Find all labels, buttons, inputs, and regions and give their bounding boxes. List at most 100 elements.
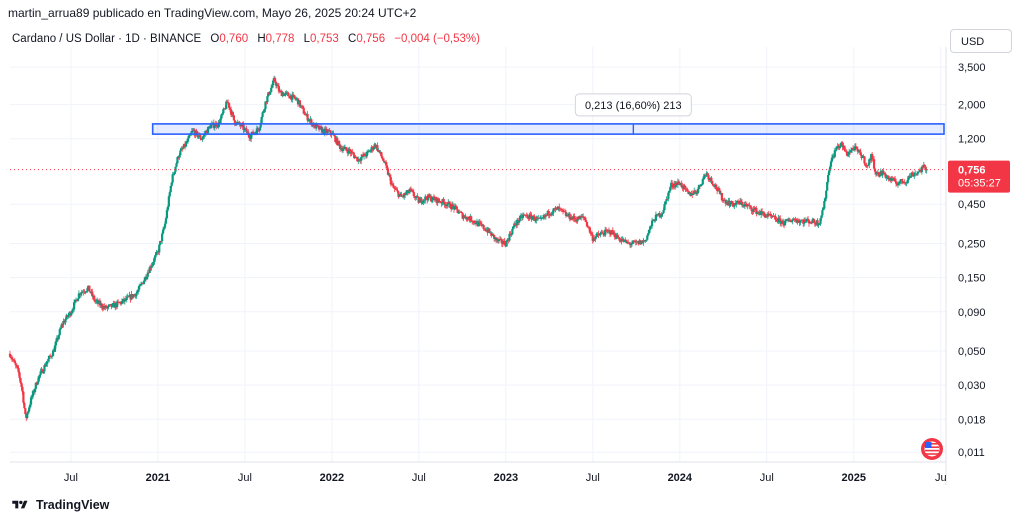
candle-body <box>450 204 454 209</box>
candle-body <box>431 196 435 201</box>
candle-body <box>710 177 713 182</box>
candle-body <box>881 171 884 176</box>
candle-body <box>319 126 323 128</box>
candle-body <box>425 196 428 199</box>
candle-body <box>393 187 396 189</box>
x-tick-label: 2023 <box>494 472 518 484</box>
candle-body <box>505 240 508 247</box>
candle-body <box>711 181 714 185</box>
candle-body <box>630 243 634 245</box>
x-tick-label: 2025 <box>842 472 866 484</box>
candle-body <box>583 217 587 221</box>
candle-body <box>324 128 327 130</box>
candle-body <box>649 226 652 230</box>
x-tick-label: 2024 <box>668 472 693 484</box>
candle-body <box>479 222 482 224</box>
candle-body <box>480 223 483 226</box>
candle-body <box>293 95 296 98</box>
candle-body <box>853 146 857 150</box>
candle-body <box>913 174 916 177</box>
candle-body <box>579 216 582 220</box>
candle-body <box>245 128 248 133</box>
candle-body <box>779 218 782 224</box>
currency-button[interactable]: USD <box>950 29 1012 53</box>
candle-body <box>545 214 548 216</box>
candle-body <box>848 151 851 155</box>
candle-body <box>88 285 91 292</box>
candle-body <box>329 130 332 134</box>
candle-body <box>339 144 342 149</box>
candle-body <box>618 238 621 241</box>
y-tick-label: 2,000 <box>958 100 986 112</box>
candle-body <box>846 151 849 156</box>
candle-body <box>169 186 172 193</box>
candle-body <box>398 194 401 197</box>
us-flag-icon[interactable] <box>921 438 943 460</box>
candle-body <box>694 190 697 192</box>
candle-body <box>94 300 97 302</box>
x-tick-label: Jul <box>412 472 426 484</box>
candle-body <box>219 118 222 124</box>
candle-body <box>62 321 65 325</box>
candle-body <box>834 149 837 151</box>
candle-body <box>172 173 175 175</box>
candle-body <box>348 149 351 152</box>
candle-body <box>552 208 555 213</box>
candle-body <box>323 128 326 134</box>
candle-body <box>233 120 236 125</box>
candle-body <box>271 85 274 88</box>
candle-body <box>819 218 822 224</box>
candle-body <box>500 239 503 244</box>
candle-body <box>847 154 850 156</box>
candle-body <box>226 101 229 103</box>
candle-body <box>192 129 195 131</box>
price-axis[interactable]: 3,500 2,000 1,200 0,450 0,250 0,150 0,090 0,050… <box>958 62 986 459</box>
tradingview-footer[interactable]: TradingView <box>10 498 109 512</box>
candle-body <box>920 166 924 172</box>
candle-body <box>708 179 711 181</box>
candle-body <box>894 181 898 184</box>
candle-body <box>782 220 785 225</box>
candle-body <box>432 196 435 199</box>
candle-body <box>197 136 200 138</box>
candle-body <box>584 220 588 223</box>
candle-body <box>263 109 266 111</box>
candle-body <box>316 124 319 126</box>
candle-body <box>277 86 280 92</box>
measure-tool[interactable]: 0,213 (16,60%) 213 <box>151 93 945 135</box>
candle-body <box>669 187 672 191</box>
y-tick-label: 0,018 <box>958 414 986 426</box>
candle-body <box>611 230 614 235</box>
candle-body <box>777 217 780 223</box>
candle-body <box>58 329 61 336</box>
candle-body <box>769 213 772 217</box>
candle-body <box>561 209 564 210</box>
candle-body <box>158 244 161 253</box>
candle-body <box>422 200 425 203</box>
candle-body <box>410 190 413 191</box>
candle-body <box>648 229 651 234</box>
candle-body <box>467 217 470 219</box>
candle-body <box>514 223 517 225</box>
symbol-name[interactable]: Cardano / US Dollar · 1D · BINANCE <box>12 33 202 45</box>
candle-body <box>168 192 171 197</box>
candle-body <box>55 337 58 342</box>
candle-body <box>534 220 537 222</box>
candle-body <box>775 219 778 221</box>
tradingview-logo-icon <box>12 500 28 509</box>
candle-body <box>273 78 277 82</box>
candle-body <box>588 227 591 233</box>
candle-body <box>712 184 715 186</box>
candle-body <box>667 192 670 200</box>
candle-body <box>11 359 14 360</box>
candle-body <box>100 303 103 308</box>
candle-body <box>835 146 838 150</box>
candle-body <box>825 190 828 199</box>
candle-body <box>16 366 19 369</box>
time-axis[interactable]: Jul 2021 Jul 2022 Jul 2023 Jul 2024 Jul 2025 Ju <box>64 472 947 484</box>
candle-body <box>286 92 289 94</box>
high-label: H <box>257 33 266 45</box>
candle-body <box>64 319 67 323</box>
